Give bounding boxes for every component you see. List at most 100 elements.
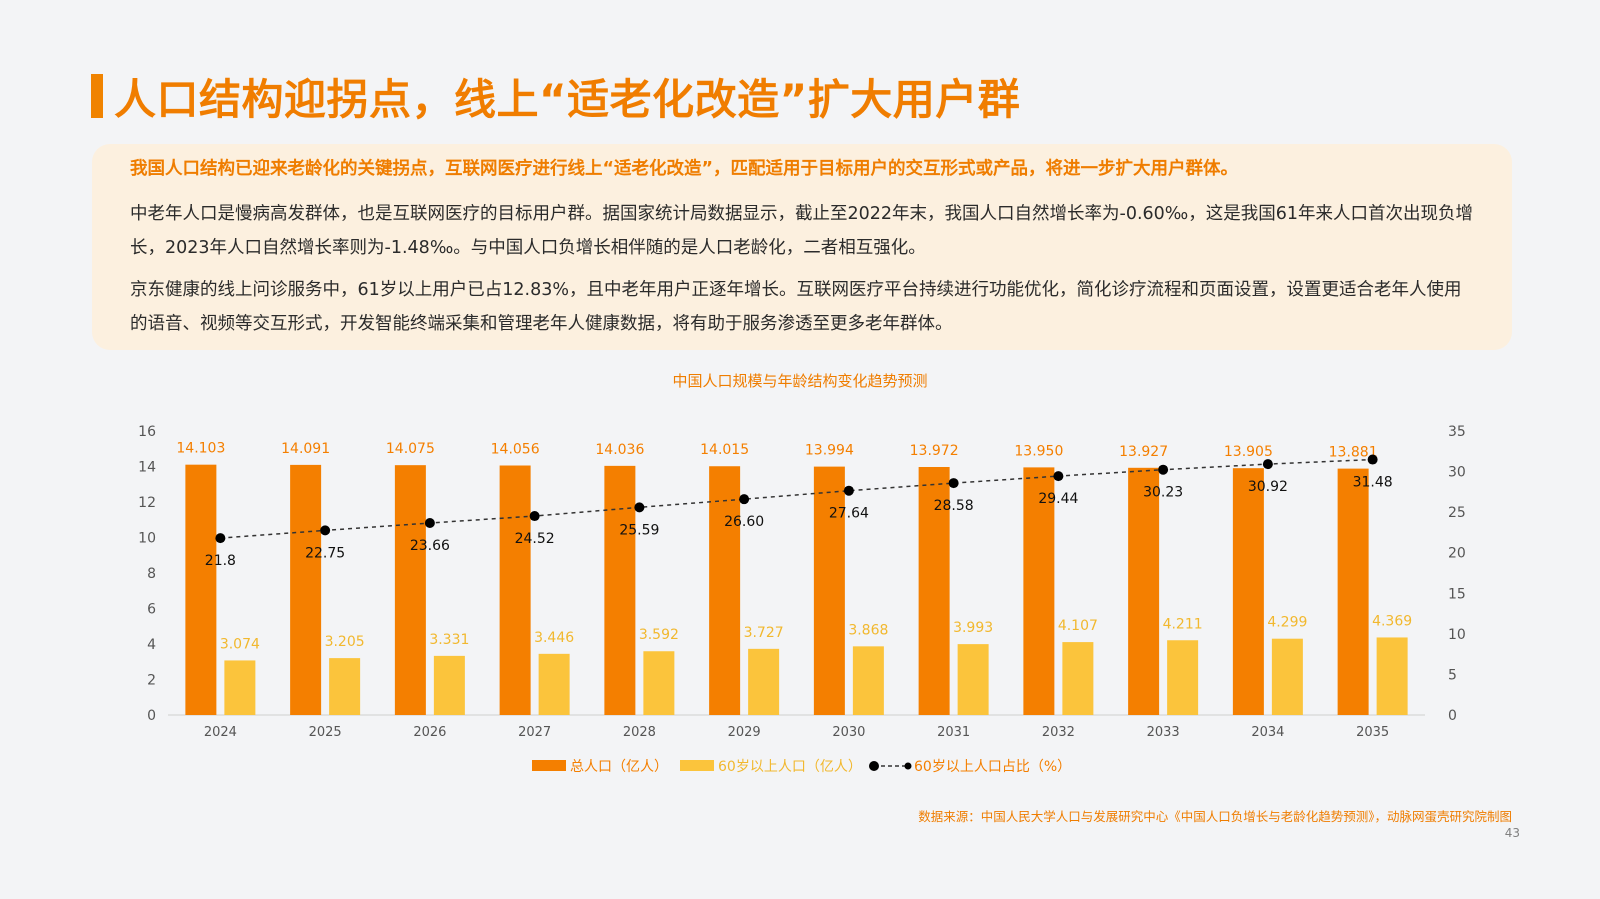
bar-total-population: [813, 466, 845, 715]
right-axis-tick-label: 10: [1448, 627, 1466, 643]
page-number: 43: [1504, 826, 1520, 840]
bar-total-label: 14.036: [595, 442, 644, 458]
bar-total-population: [918, 466, 950, 715]
x-axis-tick-label: 2026: [413, 725, 446, 740]
bar-aged-population: [329, 658, 361, 715]
ratio-label: 24.52: [515, 531, 555, 547]
bar-total-population: [709, 466, 741, 715]
ratio-point: [1367, 454, 1378, 465]
right-axis-tick-label: 35: [1448, 424, 1466, 440]
ratio-label: 27.64: [829, 506, 869, 522]
population-chart: 02468101214160510152025303514.1033.07420…: [138, 424, 1466, 775]
bar-total-label: 13.994: [805, 443, 854, 459]
ratio-label: 29.44: [1038, 491, 1078, 507]
summary-lead: 我国人口结构已迎来老龄化的关键拐点，互联网医疗进行线上“适老化改造”，匹配适用于…: [130, 159, 1238, 179]
bar-aged-label: 3.074: [220, 636, 260, 652]
bar-total-label: 13.881: [1329, 445, 1378, 461]
x-axis-tick-label: 2029: [728, 725, 761, 740]
ratio-point: [1262, 459, 1273, 470]
bar-aged-population: [643, 651, 675, 715]
legend-swatch-ratio-point: [869, 761, 879, 771]
bar-aged-label: 4.107: [1058, 618, 1098, 634]
x-axis-tick-label: 2027: [518, 725, 551, 740]
right-axis-tick-label: 25: [1448, 505, 1466, 521]
ratio-point: [529, 511, 540, 522]
bar-total-label: 14.015: [700, 442, 749, 458]
ratio-label: 22.75: [305, 545, 345, 561]
x-axis-tick-label: 2025: [309, 725, 342, 740]
left-axis-tick-label: 8: [147, 566, 156, 582]
bar-aged-population: [224, 660, 256, 715]
bar-total-label: 14.075: [386, 441, 435, 457]
ratio-label: 21.8: [205, 553, 236, 569]
left-axis-tick-label: 12: [138, 495, 156, 511]
ratio-point: [320, 525, 331, 536]
left-axis-tick-label: 2: [147, 673, 156, 689]
bar-aged-population: [433, 655, 465, 715]
ratio-line: [220, 458, 1373, 539]
bar-aged-population: [852, 646, 884, 715]
bar-aged-population: [1376, 637, 1408, 715]
bar-aged-label: 3.727: [744, 625, 784, 641]
right-axis-tick-label: 30: [1448, 465, 1466, 481]
bar-total-label: 13.905: [1224, 444, 1273, 460]
right-axis-tick-label: 15: [1448, 586, 1466, 602]
page-title: 人口结构迎拐点，线上“适老化改造”扩大用户群: [114, 75, 1021, 124]
x-axis-tick-label: 2028: [623, 725, 656, 740]
bar-aged-population: [1167, 640, 1199, 715]
ratio-label: 26.60: [724, 514, 764, 530]
x-axis-tick-label: 2032: [1042, 725, 1075, 740]
left-axis-tick-label: 4: [147, 637, 156, 653]
left-axis-tick-label: 0: [147, 708, 156, 724]
bar-total-population: [1128, 467, 1160, 715]
legend-label-total: 总人口（亿人）: [570, 759, 668, 775]
bar-total-label: 14.091: [281, 441, 330, 457]
x-axis-tick-label: 2024: [204, 725, 237, 740]
bar-aged-label: 3.331: [429, 632, 469, 648]
chart-title: 中国人口规模与年龄结构变化趋势预测: [672, 372, 928, 390]
bar-total-population: [604, 465, 636, 715]
legend-label-ratio: 60岁以上人口占比（%）: [914, 759, 1071, 775]
bar-total-population: [1337, 468, 1369, 715]
legend-swatch-aged: [680, 760, 714, 771]
legend-swatch-total: [532, 760, 566, 771]
bar-aged-label: 3.446: [534, 630, 574, 646]
bar-aged-population: [1062, 642, 1094, 715]
bar-aged-label: 3.592: [639, 627, 679, 643]
bar-aged-label: 4.211: [1163, 616, 1203, 632]
ratio-point: [215, 533, 226, 544]
x-axis-tick-label: 2035: [1356, 725, 1389, 740]
bar-total-population: [499, 465, 531, 715]
bar-total-population: [1232, 468, 1264, 715]
ratio-label: 23.66: [410, 538, 450, 554]
data-source: 数据来源：中国人民大学人口与发展研究中心《中国人口负增长与老龄化趋势预测》，动脉…: [918, 809, 1512, 824]
x-axis-tick-label: 2031: [937, 725, 970, 740]
bar-total-label: 14.056: [491, 442, 540, 458]
summary-paragraph-2: 京东健康的线上问诊服务中，61岁以上用户已占12.83%，且中老年用户正逐年增长…: [130, 280, 1462, 334]
bar-total-label: 14.103: [176, 441, 225, 457]
bar-total-label: 13.972: [910, 443, 959, 459]
ratio-point: [739, 494, 750, 505]
left-axis-tick-label: 16: [138, 424, 156, 440]
bar-aged-population: [1271, 638, 1303, 715]
ratio-point: [424, 518, 435, 529]
right-axis-tick-label: 5: [1448, 667, 1457, 683]
bar-total-population: [185, 464, 217, 715]
title-accent-bar: [91, 74, 103, 118]
bar-total-population: [290, 464, 322, 715]
ratio-label: 31.48: [1353, 475, 1393, 491]
bar-total-label: 13.950: [1014, 443, 1063, 459]
ratio-label: 28.58: [934, 498, 974, 514]
bar-total-population: [394, 465, 426, 715]
right-axis-tick-label: 0: [1448, 708, 1457, 724]
x-axis-tick-label: 2033: [1147, 725, 1180, 740]
legend-swatch-ratio-point: [904, 762, 912, 770]
ratio-point: [1053, 471, 1064, 482]
bar-aged-population: [748, 648, 780, 715]
bar-aged-label: 3.868: [848, 622, 888, 638]
left-axis-tick-label: 14: [138, 460, 156, 476]
bar-aged-label: 3.205: [325, 634, 365, 650]
bar-aged-label: 4.369: [1372, 613, 1412, 629]
ratio-label: 30.23: [1143, 485, 1183, 501]
right-axis-tick-label: 20: [1448, 546, 1466, 562]
